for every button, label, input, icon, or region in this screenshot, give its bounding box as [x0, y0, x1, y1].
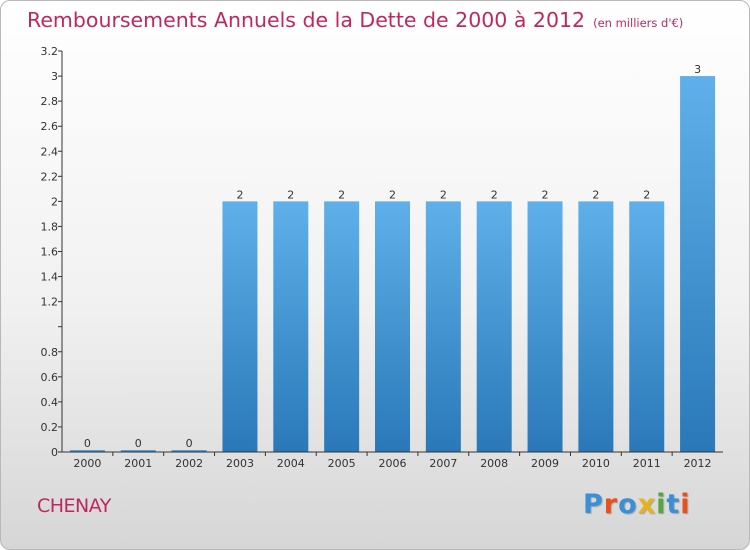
x-tick-label: 2004 [277, 457, 305, 470]
bar-value-label: 2 [338, 188, 345, 201]
bar-value-label: 0 [84, 437, 91, 450]
y-tick-label: 1.6 [41, 246, 59, 259]
bar [375, 201, 410, 452]
bar [222, 201, 258, 452]
x-tick-label: 2012 [684, 457, 712, 470]
bar-value-label: 3 [694, 63, 701, 76]
bar [527, 201, 563, 452]
bar [578, 201, 614, 452]
chart-title: Remboursements Annuels de la Dette de 20… [27, 8, 683, 32]
bar-value-label: 2 [592, 188, 599, 201]
bar-value-label: 0 [135, 437, 142, 450]
y-tick-label: 2.2 [41, 170, 59, 183]
y-tick-label: 2.4 [41, 145, 59, 158]
chart-unit: (en milliers d'€) [593, 16, 684, 30]
y-tick-label: 0.6 [41, 371, 59, 384]
commune-name: CHENAY [37, 495, 111, 517]
logo-letter: r [603, 489, 619, 520]
logo-letter: x [637, 489, 657, 520]
bars: 0 0 0 2 2 2 2 2 2 2 2 2 3 [69, 63, 716, 452]
bar-value-label: 2 [236, 188, 243, 201]
y-tick-label: 0.4 [41, 396, 59, 409]
chart-title-text: Remboursements Annuels de la Dette de 20… [27, 8, 586, 32]
bar-value-label: 2 [440, 188, 447, 201]
bar [69, 450, 105, 452]
x-tick-label: 2001 [124, 457, 152, 470]
bar [324, 201, 360, 452]
logo-letter: i [680, 489, 691, 520]
bar-value-label: 2 [491, 188, 498, 201]
x-tick-label: 2008 [480, 457, 508, 470]
x-axis-ticks: 2000 2001 2002 2003 2004 2005 2006 2007 2008 2009… [73, 452, 712, 470]
bar-value-label: 2 [643, 188, 650, 201]
y-axis-ticks: 0 0.2 0.4 0.6 0.8 1.2 1.4 1.6 1.8 2 2.2 2.4 2.6 2.8 3 3… [41, 45, 62, 459]
bar-value-label: 0 [186, 437, 193, 450]
x-tick-label: 2011 [633, 457, 661, 470]
logo-letter: i [656, 489, 667, 520]
x-tick-label: 2005 [328, 457, 356, 470]
y-tick-label: 1.8 [41, 220, 59, 233]
bar [476, 201, 512, 452]
bar [273, 201, 309, 452]
y-tick-label: 2.6 [41, 120, 59, 133]
y-tick-label: 1.4 [41, 271, 59, 284]
logo-letter: t [666, 489, 681, 520]
y-tick-label: 0.2 [41, 421, 59, 434]
bar-value-label: 2 [542, 188, 549, 201]
y-tick-label: 3.2 [41, 45, 59, 58]
y-tick-label: 3 [51, 70, 58, 83]
bar [171, 450, 207, 452]
x-tick-label: 2010 [582, 457, 610, 470]
proxiti-logo[interactable]: Proxiti [583, 489, 691, 520]
bar [680, 76, 716, 452]
logo-letter: P [583, 489, 604, 520]
y-tick-label: 2 [51, 195, 58, 208]
y-tick-label: 2.8 [41, 95, 59, 108]
bar [425, 201, 461, 452]
bar-value-label: 2 [389, 188, 396, 201]
x-tick-label: 2009 [531, 457, 559, 470]
bar [120, 450, 156, 452]
x-tick-label: 2003 [226, 457, 254, 470]
bar [629, 201, 665, 452]
x-tick-label: 2006 [379, 457, 407, 470]
y-tick-label: 0.8 [41, 346, 59, 359]
y-tick-label: 0 [51, 446, 58, 459]
x-tick-label: 2002 [175, 457, 203, 470]
bar-value-label: 2 [287, 188, 294, 201]
x-tick-label: 2000 [73, 457, 101, 470]
x-tick-label: 2007 [429, 457, 457, 470]
logo-letter: o [618, 489, 638, 520]
y-tick-label: 1.2 [41, 296, 59, 309]
